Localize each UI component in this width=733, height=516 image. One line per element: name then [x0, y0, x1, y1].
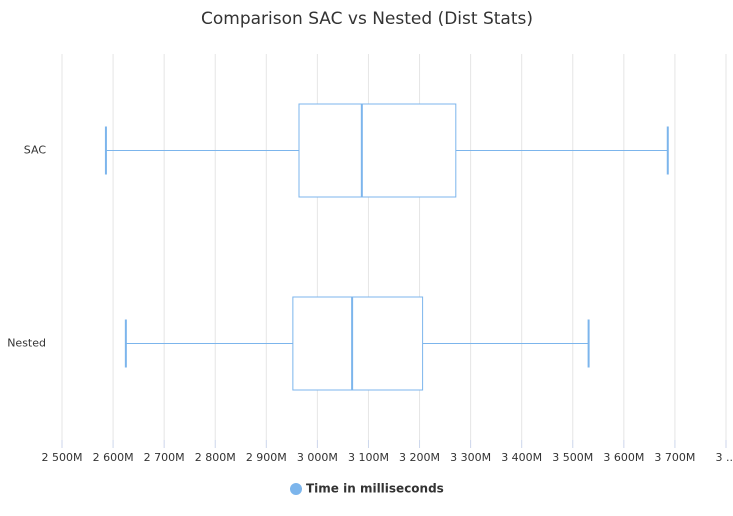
- x-tick-label: 3 600M: [603, 451, 644, 464]
- x-tick-label: 3 500M: [552, 451, 593, 464]
- box: [298, 103, 457, 198]
- x-tick-label: 3 300M: [450, 451, 491, 464]
- legend-marker: [290, 483, 302, 495]
- x-tick-label: 3 000M: [297, 451, 338, 464]
- chart-title: Comparison SAC vs Nested (Dist Stats): [201, 9, 533, 29]
- x-tick-label: 3 100M: [348, 451, 389, 464]
- x-tick-label: 2 900M: [246, 451, 287, 464]
- x-tick-label: 2 700M: [144, 451, 185, 464]
- box: [292, 296, 424, 391]
- x-tick-label: 2 800M: [195, 451, 236, 464]
- y-tick-label: Nested: [7, 337, 46, 350]
- x-tick-label: 3 200M: [399, 451, 440, 464]
- y-tick-label: SAC: [24, 144, 47, 157]
- x-tick-label: 3 400M: [501, 451, 542, 464]
- x-tick-label: 3 700M: [654, 451, 695, 464]
- x-tick-label: 3 ...: [716, 451, 733, 464]
- x-tick-label: 2 600M: [93, 451, 134, 464]
- legend-label: Time in milliseconds: [306, 482, 444, 496]
- x-tick-label: 2 500M: [42, 451, 83, 464]
